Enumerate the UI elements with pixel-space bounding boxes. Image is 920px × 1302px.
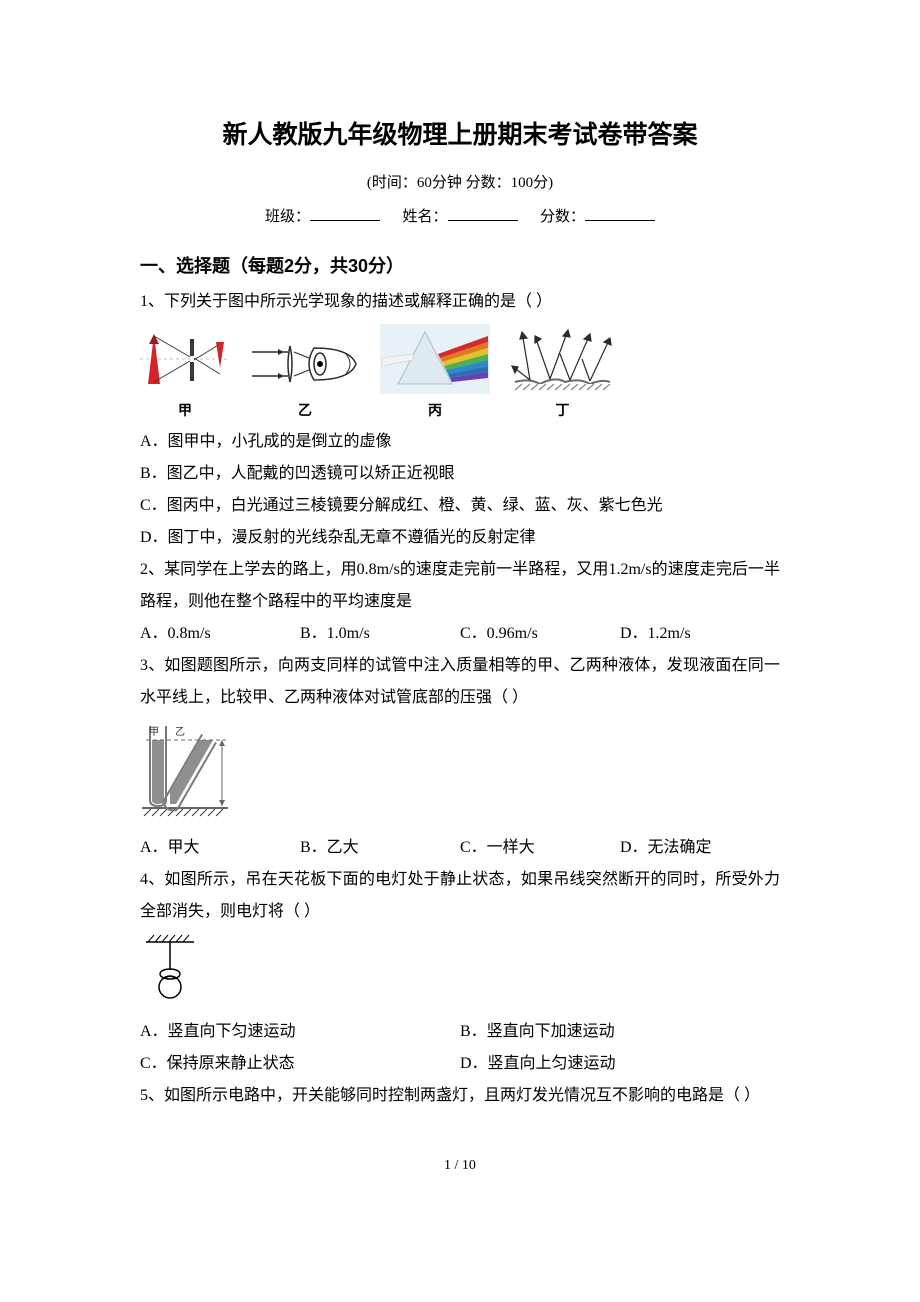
q3-image: 甲 乙 xyxy=(140,718,780,830)
q4-image xyxy=(140,932,780,1014)
q3-opt-a: A．甲大 xyxy=(140,832,300,864)
blanks-line: 班级： 姓名： 分数： xyxy=(140,202,780,232)
q1-stem: 1、下列关于图中所示光学现象的描述或解释正确的是（ ） xyxy=(140,286,780,318)
score-label: 分数： xyxy=(540,209,585,225)
page-title: 新人教版九年级物理上册期末考试卷带答案 xyxy=(140,110,780,160)
q2-opt-c: C．0.96m/s xyxy=(460,618,620,650)
q1-opt-b: B．图乙中，人配戴的凹透镜可以矫正近视眼 xyxy=(140,458,780,490)
name-blank xyxy=(448,206,518,221)
q1-label-yi: 乙 xyxy=(298,396,312,424)
q2-opt-a: A．0.8m/s xyxy=(140,618,300,650)
page-footer: 1 / 10 xyxy=(140,1152,780,1180)
q4-options-2: C．保持原来静止状态 D．竖直向上匀速运动 xyxy=(140,1048,780,1080)
q1-img-ding: 丁 xyxy=(510,324,615,424)
q3-opt-c: C．一样大 xyxy=(460,832,620,864)
time-line: (时间：60分钟 分数：100分) xyxy=(140,168,780,198)
name-label: 姓名： xyxy=(402,209,447,225)
q5-stem: 5、如图所示电路中，开关能够同时控制两盏灯，且两灯发光情况互不影响的电路是（ ） xyxy=(140,1080,780,1112)
q2-stem: 2、某同学在上学去的路上，用0.8m/s的速度走完前一半路程，又用1.2m/s的… xyxy=(140,554,780,618)
q4-opt-d: D．竖直向上匀速运动 xyxy=(460,1048,780,1080)
q1-opt-a: A．图甲中，小孔成的是倒立的虚像 xyxy=(140,426,780,458)
q3-opt-d: D．无法确定 xyxy=(620,832,780,864)
section-1-head: 一、选择题（每题2分，共30分） xyxy=(140,248,780,284)
q4-opt-b: B．竖直向下加速运动 xyxy=(460,1016,780,1048)
q1-img-jia: 甲 xyxy=(140,324,230,424)
q1-label-jia: 甲 xyxy=(178,396,192,424)
class-label: 班级： xyxy=(265,209,310,225)
q3-label-yi: 乙 xyxy=(175,726,185,738)
q1-images: 甲 乙 xyxy=(140,324,780,424)
q4-stem: 4、如图所示，吊在天花板下面的电灯处于静止状态，如果吊线突然断开的同时，所受外力… xyxy=(140,864,780,928)
q2-options: A．0.8m/s B．1.0m/s C．0.96m/s D．1.2m/s xyxy=(140,618,780,650)
q3-options: A．甲大 B．乙大 C．一样大 D．无法确定 xyxy=(140,832,780,864)
class-blank xyxy=(310,206,380,221)
q1-label-bing: 丙 xyxy=(428,396,442,424)
q3-stem: 3、如图题图所示，向两支同样的试管中注入质量相等的甲、乙两种液体，发现液面在同一… xyxy=(140,650,780,714)
q2-opt-b: B．1.0m/s xyxy=(300,618,460,650)
q1-label-ding: 丁 xyxy=(556,396,570,424)
q4-opt-a: A．竖直向下匀速运动 xyxy=(140,1016,460,1048)
q1-opt-d: D．图丁中，漫反射的光线杂乱无章不遵循光的反射定律 xyxy=(140,522,780,554)
q1-opt-c: C．图丙中，白光通过三棱镜要分解成红、橙、黄、绿、蓝、灰、紫七色光 xyxy=(140,490,780,522)
q4-opt-c: C．保持原来静止状态 xyxy=(140,1048,460,1080)
q3-opt-b: B．乙大 xyxy=(300,832,460,864)
q1-img-yi: 乙 xyxy=(250,334,360,424)
q2-opt-d: D．1.2m/s xyxy=(620,618,780,650)
q1-img-bing: 丙 xyxy=(380,324,490,424)
q3-label-jia: 甲 xyxy=(149,727,159,738)
q4-options-1: A．竖直向下匀速运动 B．竖直向下加速运动 xyxy=(140,1016,780,1048)
score-blank xyxy=(585,206,655,221)
